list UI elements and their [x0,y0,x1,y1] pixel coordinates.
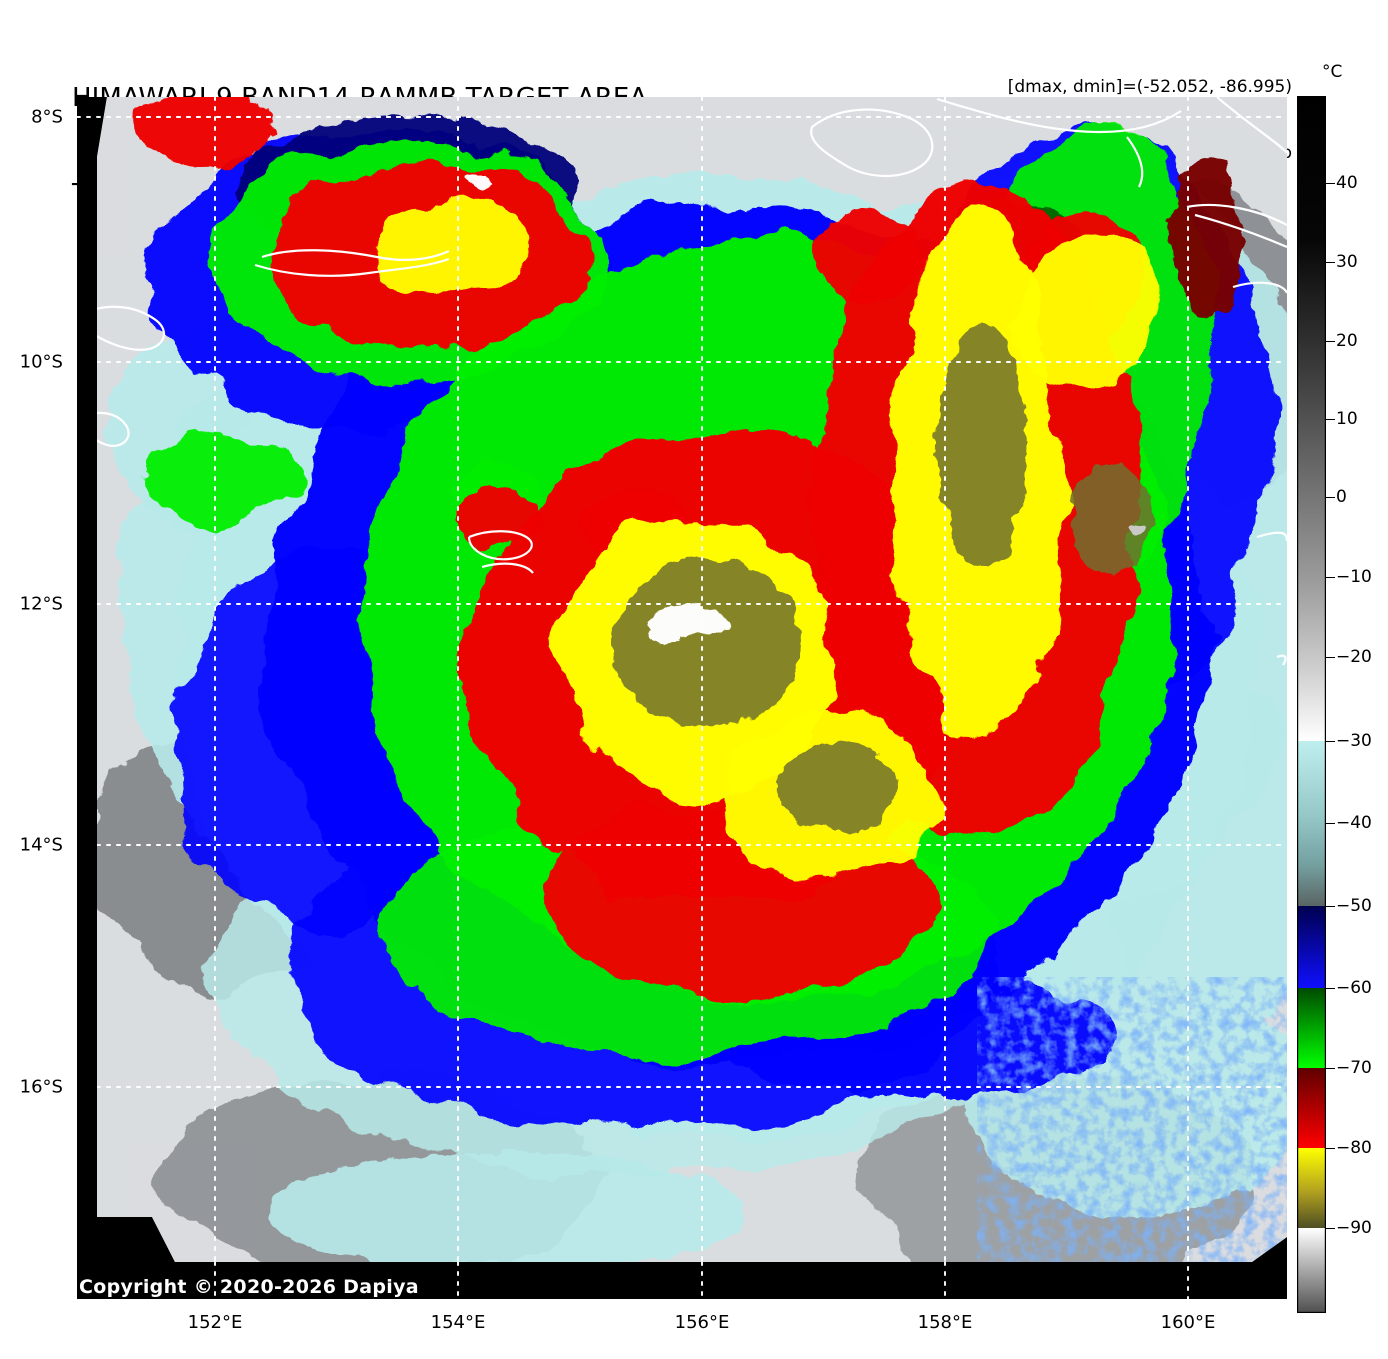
map-gridlines-margin [77,116,1287,1299]
lat-label-12s: 12°S [19,593,63,615]
lon-label-156e: 156°E [674,1312,730,1333]
colorbar-units-label: °C [1322,62,1343,82]
dmax-dmin-readout: [dmax, dmin]=(-52.052, -86.995) [1007,77,1292,97]
cb-label-10: 10 [1336,409,1358,429]
cb-label-m10: −10 [1336,567,1372,587]
cb-tick-m80 [1326,1148,1335,1149]
cb-label-m80: −80 [1336,1138,1372,1158]
cb-label-m60: −60 [1336,978,1372,998]
colorbar-gradient [1297,96,1326,1313]
cb-tick-m90 [1326,1228,1335,1229]
cb-tick-m60 [1326,988,1335,989]
lat-label-14s: 14°S [19,834,63,856]
infrared-satellite-raster [77,97,1287,1299]
cb-tick-m40 [1326,823,1335,824]
cb-tick-10 [1326,419,1335,420]
cb-label-40: 40 [1336,173,1358,193]
cb-tick-m50 [1326,906,1335,907]
lat-label-10s: 10°S [19,351,63,373]
lon-label-154e: 154°E [430,1312,486,1333]
lat-label-16s: 16°S [19,1076,63,1098]
coastline-overlay [97,97,1287,666]
cb-tick-40 [1326,183,1335,184]
cb-label-20: 20 [1336,331,1358,351]
lat-label-8s: 8°S [31,106,63,128]
temperature-colorbar[interactable] [1297,96,1326,1313]
cb-tick-m30 [1326,741,1335,742]
cb-label-30: 30 [1336,252,1358,272]
cb-label-0: 0 [1336,487,1347,507]
lon-label-160e: 160°E [1160,1312,1216,1333]
cb-label-m50: −50 [1336,896,1372,916]
lon-label-152e: 152°E [187,1312,243,1333]
cb-label-m90: −90 [1336,1218,1372,1238]
cb-label-m30: −30 [1336,731,1372,751]
cb-label-m70: −70 [1336,1058,1372,1078]
copyright-notice: Copyright © 2020-2026 Dapiya [79,1276,419,1298]
lon-label-158e: 158°E [917,1312,973,1333]
cb-tick-0 [1326,497,1335,498]
cb-label-m20: −20 [1336,647,1372,667]
cb-tick-30 [1326,262,1335,263]
cb-tick-20 [1326,341,1335,342]
satellite-image-panel[interactable]: Copyright © 2020-2026 Dapiya [77,97,1287,1299]
cb-tick-m10 [1326,577,1335,578]
cb-tick-m70 [1326,1068,1335,1069]
cb-tick-m20 [1326,657,1335,658]
cb-label-m40: −40 [1336,813,1372,833]
